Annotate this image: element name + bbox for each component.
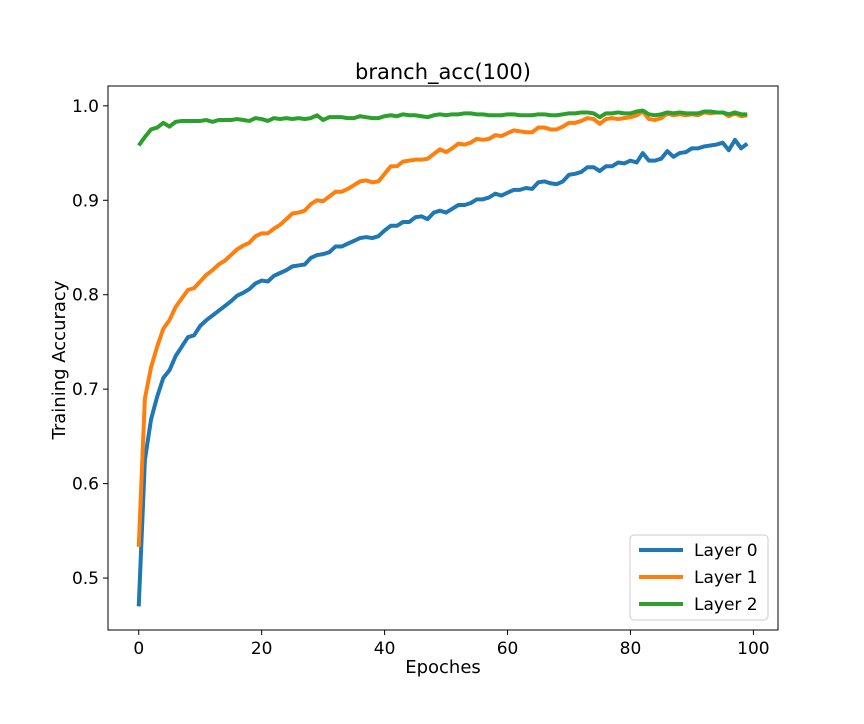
legend-box — [629, 534, 769, 621]
x-tick-label: 80 — [620, 639, 642, 659]
plot-area: 0 20 40 60 80 100 0.5 0.6 0.7 0.8 0.9 1.0 — [72, 85, 779, 659]
y-tick-label: 0.5 — [72, 569, 99, 589]
y-tick-label: 1.0 — [72, 97, 99, 117]
x-tick-label: 60 — [497, 639, 519, 659]
series-line-layer-0 — [136, 137, 749, 607]
y-tick-label: 0.7 — [72, 380, 99, 400]
y-axis-label: Training Accuracy — [49, 280, 70, 440]
legend: Layer 0 Layer 1 Layer 2 — [629, 534, 769, 621]
y-tick-label: 0.8 — [72, 286, 99, 306]
x-tick-label: 100 — [737, 639, 769, 659]
legend-label: Layer 1 — [694, 568, 758, 588]
x-tick-label: 20 — [251, 639, 273, 659]
axes-frame — [107, 85, 779, 631]
chart-title: branch_acc(100) — [355, 60, 531, 85]
series-line-layer-2 — [137, 108, 748, 147]
legend-label: Layer 0 — [694, 541, 758, 561]
x-tick-label: 40 — [374, 639, 396, 659]
x-tick-label: 0 — [133, 639, 144, 659]
legend-label: Layer 2 — [694, 595, 758, 615]
y-tick-label: 0.9 — [72, 191, 99, 211]
x-axis-label: Epoches — [405, 657, 481, 678]
y-tick-label: 0.6 — [72, 475, 99, 495]
series-line-layer-1 — [136, 109, 748, 547]
